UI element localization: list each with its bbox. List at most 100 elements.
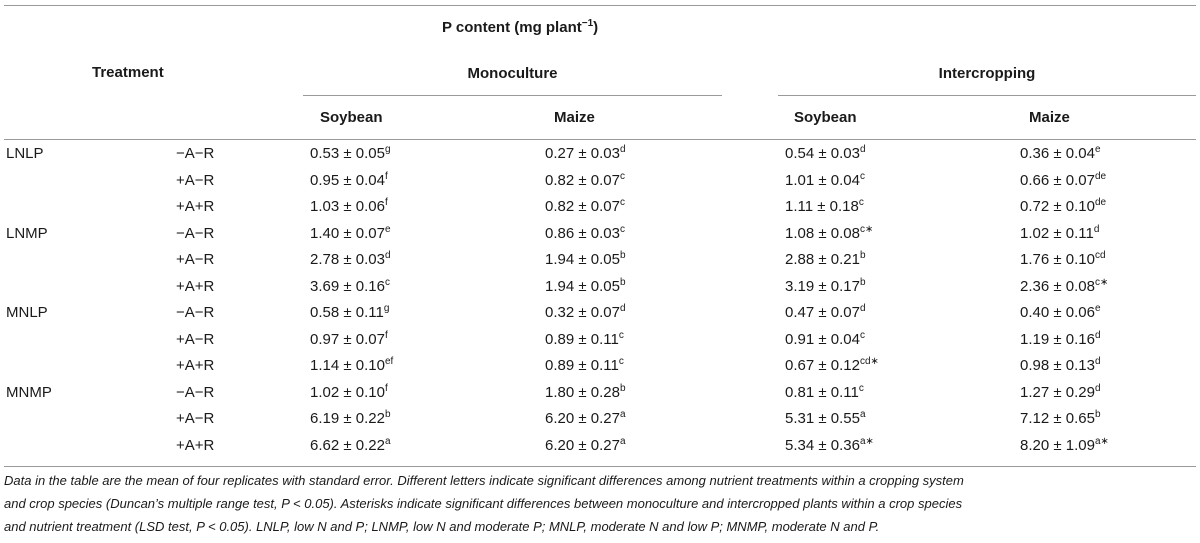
table-cell: 0.47 ± 0.07d xyxy=(785,304,866,322)
table-cell: 0.91 ± 0.04c xyxy=(785,331,865,349)
cell-value: 6.19 ± 0.22 xyxy=(310,410,385,427)
sub-treatment-label: +A−R xyxy=(176,251,215,268)
body-bottom-rule xyxy=(4,466,1196,467)
table-cell: 0.81 ± 0.11c xyxy=(785,384,864,402)
table-cell: 0.27 ± 0.03d xyxy=(545,145,626,163)
cell-significance-letters: d xyxy=(1094,383,1101,394)
sub-treatment-label: −A−R xyxy=(176,304,215,321)
cell-value: 0.47 ± 0.07 xyxy=(785,304,860,321)
footnote-line-1: Data in the table are the mean of four r… xyxy=(4,473,964,488)
table-cell: 0.32 ± 0.07d xyxy=(545,304,626,322)
table-cell: 0.54 ± 0.03d xyxy=(785,145,866,163)
table-cell: 0.53 ± 0.05g xyxy=(310,145,391,163)
cell-significance-letters: c xyxy=(618,356,624,367)
cell-significance-letters: d xyxy=(384,250,391,261)
footnote-line-3: and nutrient treatment (LSD test, P < 0.… xyxy=(4,519,880,534)
species-header-mono-maize: Maize xyxy=(554,109,595,126)
table-cell: 6.62 ± 0.22a xyxy=(310,437,391,455)
cell-value: 1.14 ± 0.10 xyxy=(310,357,385,374)
group-title: P content (mg plant−1) xyxy=(442,19,598,37)
table-cell: 1.11 ± 0.18c xyxy=(785,198,864,216)
table-cell: 1.08 ± 0.08c∗ xyxy=(785,225,873,243)
table-cell: 0.40 ± 0.06e xyxy=(1020,304,1101,322)
cell-value: 0.86 ± 0.03 xyxy=(545,225,620,242)
cell-significance-letters: c xyxy=(619,224,625,235)
cell-significance-letters: d xyxy=(619,303,626,314)
cell-significance-letters: c∗ xyxy=(859,224,874,235)
cell-value: 6.20 ± 0.27 xyxy=(545,410,620,427)
sub-treatment-label: +A−R xyxy=(176,410,215,427)
cell-value: 1.19 ± 0.16 xyxy=(1020,331,1095,348)
monoculture-rule xyxy=(303,95,722,96)
table-cell: 0.89 ± 0.11c xyxy=(545,357,624,375)
table-cell: 1.01 ± 0.04c xyxy=(785,172,865,190)
top-rule xyxy=(4,5,1196,6)
table-cell: 2.36 ± 0.08c∗ xyxy=(1020,278,1108,296)
cell-significance-letters: a xyxy=(859,409,866,420)
cell-value: 0.54 ± 0.03 xyxy=(785,145,860,162)
table-cell: 5.34 ± 0.36a∗ xyxy=(785,437,874,455)
cell-value: 0.81 ± 0.11 xyxy=(785,384,859,401)
cell-value: 1.76 ± 0.10 xyxy=(1020,251,1095,268)
cell-value: 0.53 ± 0.05 xyxy=(310,145,385,162)
cell-value: 0.89 ± 0.11 xyxy=(545,357,619,374)
cell-value: 0.82 ± 0.07 xyxy=(545,198,620,215)
cell-value: 1.94 ± 0.05 xyxy=(545,251,620,268)
sub-treatment-label: +A+R xyxy=(176,198,215,215)
table-cell: 0.82 ± 0.07c xyxy=(545,198,625,216)
group-label: MNLP xyxy=(6,304,48,321)
cell-significance-letters: cd∗ xyxy=(859,356,879,367)
cell-significance-letters: de xyxy=(1094,197,1107,208)
cell-significance-letters: a∗ xyxy=(859,436,874,447)
cell-significance-letters: b xyxy=(619,277,626,288)
footnote-line-2: and crop species (Duncan’s multiple rang… xyxy=(4,496,963,511)
cell-value: 0.89 ± 0.11 xyxy=(545,331,619,348)
table-cell: 0.67 ± 0.12cd∗ xyxy=(785,357,879,375)
cell-value: 2.36 ± 0.08 xyxy=(1020,278,1095,295)
sub-treatment-label: +A−R xyxy=(176,172,215,189)
cell-significance-letters: d xyxy=(859,303,866,314)
cell-value: 3.19 ± 0.17 xyxy=(785,278,860,295)
sub-treatment-label: −A−R xyxy=(176,145,215,162)
sub-treatment-label: +A+R xyxy=(176,278,215,295)
table-cell: 1.40 ± 0.07e xyxy=(310,225,391,243)
system-header-monoculture: Monoculture xyxy=(467,65,558,82)
sub-treatment-label: −A−R xyxy=(176,384,215,401)
table-cell: 0.72 ± 0.10de xyxy=(1020,198,1106,216)
cell-value: 1.80 ± 0.28 xyxy=(545,384,620,401)
cell-significance-letters: d xyxy=(1093,224,1100,235)
cell-significance-letters: e xyxy=(384,224,391,235)
group-title-sup: −1 xyxy=(581,18,594,29)
cell-value: 5.31 ± 0.55 xyxy=(785,410,860,427)
cell-value: 0.91 ± 0.04 xyxy=(785,331,860,348)
cell-significance-letters: c xyxy=(859,330,865,341)
cell-value: 0.82 ± 0.07 xyxy=(545,172,620,189)
table-cell: 0.66 ± 0.07de xyxy=(1020,172,1106,190)
cell-significance-letters: a xyxy=(384,436,391,447)
intercropping-rule xyxy=(778,95,1196,96)
group-label: LNMP xyxy=(6,225,48,242)
cell-significance-letters: f xyxy=(384,197,388,208)
table-cell: 3.19 ± 0.17b xyxy=(785,278,866,296)
table-cell: 8.20 ± 1.09a∗ xyxy=(1020,437,1109,455)
cell-significance-letters: b xyxy=(384,409,391,420)
cell-significance-letters: c∗ xyxy=(1094,277,1109,288)
group-title-text: P content (mg plant xyxy=(442,19,582,36)
cell-significance-letters: c xyxy=(858,383,864,394)
cell-value: 1.11 ± 0.18 xyxy=(785,198,859,215)
system-header-intercropping: Intercropping xyxy=(938,65,1036,82)
table-cell: 7.12 ± 0.65b xyxy=(1020,410,1101,428)
table-cell: 1.14 ± 0.10ef xyxy=(310,357,393,375)
sub-treatment-label: +A+R xyxy=(176,437,215,454)
cell-value: 0.27 ± 0.03 xyxy=(545,145,620,162)
table-cell: 1.27 ± 0.29d xyxy=(1020,384,1101,402)
cell-value: 1.94 ± 0.05 xyxy=(545,278,620,295)
cell-value: 6.62 ± 0.22 xyxy=(310,437,385,454)
table-cell: 2.78 ± 0.03d xyxy=(310,251,391,269)
cell-value: 1.40 ± 0.07 xyxy=(310,225,385,242)
table-cell: 6.20 ± 0.27a xyxy=(545,437,626,455)
cell-value: 1.27 ± 0.29 xyxy=(1020,384,1095,401)
table-cell: 2.88 ± 0.21b xyxy=(785,251,866,269)
sub-treatment-label: +A+R xyxy=(176,357,215,374)
